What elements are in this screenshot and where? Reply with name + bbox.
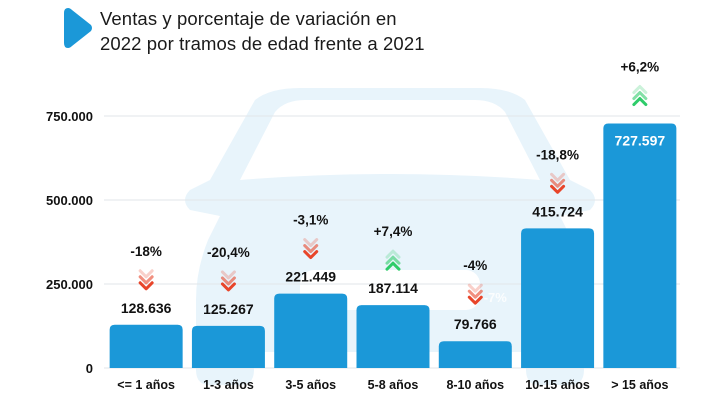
double-chevron-up-icon xyxy=(632,85,648,107)
bar-value-label: 221.449 xyxy=(285,269,336,285)
double-chevron-down-icon xyxy=(467,283,483,305)
bar-value-label: 727.597 xyxy=(615,133,666,149)
bar xyxy=(521,228,595,368)
double-chevron-up-icon xyxy=(385,249,401,271)
car-windshield-watermark xyxy=(240,100,540,180)
bar-value-label: 128.636 xyxy=(121,300,172,316)
y-tick-label: 500.000 xyxy=(46,193,93,208)
x-category-label: <= 1 años xyxy=(117,378,175,392)
bar xyxy=(356,305,430,368)
variation-label: -18,8% xyxy=(536,147,579,162)
double-chevron-down-icon xyxy=(550,172,566,194)
ghost-annotation: -7% xyxy=(484,290,508,305)
variation-label: -3,1% xyxy=(293,213,328,228)
play-triangle-icon xyxy=(64,8,92,48)
labels: 128.636 -18% 125.267 -20,4% 221.449 -3,1% 187.… xyxy=(121,60,666,333)
bar-value-label: 79.766 xyxy=(454,316,497,332)
chart-title: Ventas y porcentaje de variación en 2022… xyxy=(100,6,425,56)
bar xyxy=(109,324,183,368)
variation-label: -4% xyxy=(463,258,487,273)
chart-title-line-1: Ventas y porcentaje de variación en xyxy=(100,8,397,29)
bar xyxy=(603,123,677,368)
x-category-label: 1-3 años xyxy=(203,378,254,392)
chart-title-line-2: 2022 por tramos de edad frente a 2021 xyxy=(100,33,425,54)
bar xyxy=(438,341,512,368)
x-category-label: 8-10 años xyxy=(446,378,504,392)
bars xyxy=(109,123,677,368)
x-category-label: > 15 años xyxy=(611,378,668,392)
y-axis-ticks: 0 250.000 500.000 750.000 xyxy=(46,109,93,376)
x-axis-categories: <= 1 años 1-3 años 3-5 años 5-8 años 8-10 añ… xyxy=(117,378,668,392)
variation-label: -20,4% xyxy=(207,245,250,260)
bar-value-label: 415.724 xyxy=(532,203,583,219)
y-tick-label: 250.000 xyxy=(46,277,93,292)
x-category-label: 10-15 años xyxy=(525,378,590,392)
bar xyxy=(274,293,348,368)
bar-value-label: 187.114 xyxy=(368,280,418,296)
y-tick-label: 750.000 xyxy=(46,109,93,124)
x-category-label: 3-5 años xyxy=(285,378,336,392)
bar xyxy=(191,325,265,368)
double-chevron-down-icon xyxy=(220,270,236,292)
x-category-label: 5-8 años xyxy=(368,378,419,392)
double-chevron-down-icon xyxy=(138,269,154,291)
double-chevron-down-icon xyxy=(303,238,319,260)
variation-label: +6,2% xyxy=(621,60,660,75)
variation-label: +7,4% xyxy=(374,224,413,239)
variation-label: -18% xyxy=(130,244,162,259)
bar-value-label: 125.267 xyxy=(203,301,254,317)
y-tick-label: 0 xyxy=(86,361,93,376)
